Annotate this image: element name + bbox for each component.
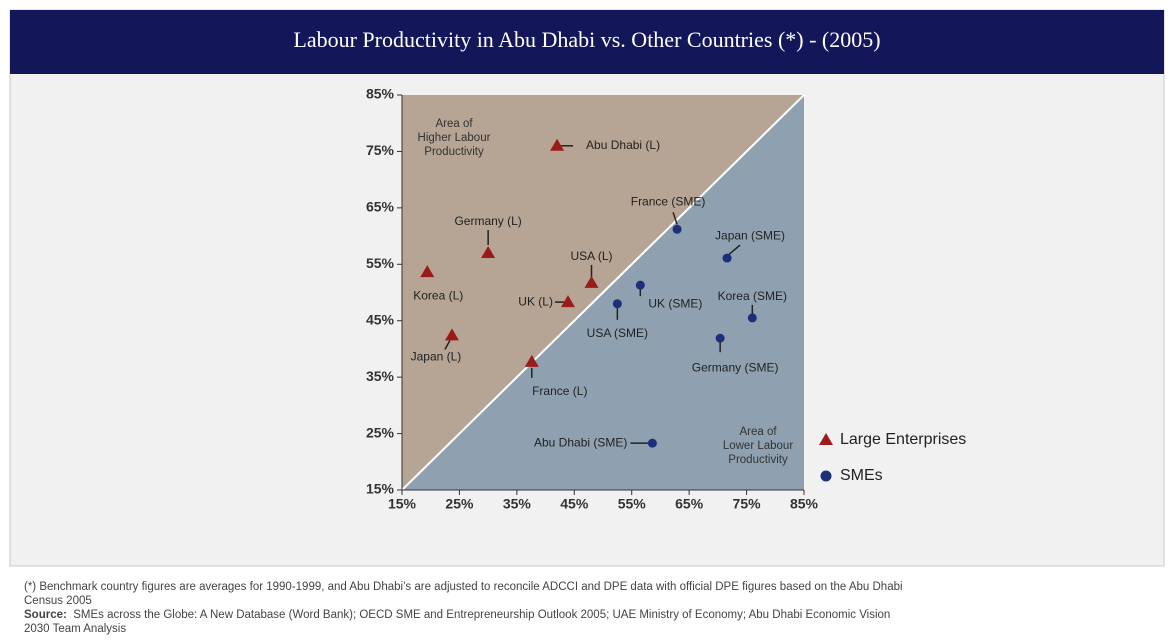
y-tick-label: 45% [366, 311, 395, 327]
point-label: UK (SME) [648, 296, 702, 310]
y-tick-label: 15% [366, 481, 395, 497]
point-label: Abu Dhabi (L) [586, 138, 660, 152]
point [524, 354, 539, 367]
point [612, 299, 622, 309]
notes: (*) Benchmark country figures are averag… [24, 580, 904, 636]
point [722, 253, 732, 263]
footnote: (*) Benchmark country figures are averag… [24, 581, 903, 607]
leader-line [672, 212, 678, 225]
point-label: Abu Dhabi (SME) [534, 435, 627, 449]
y-tick-label: 55% [366, 255, 395, 271]
upper-annotation: Productivity [424, 146, 484, 158]
point [444, 328, 459, 341]
source-label: Source: [24, 609, 67, 621]
point [715, 333, 725, 343]
point [584, 275, 599, 288]
point-label: Japan (L) [411, 350, 462, 364]
legend-label: SMEs [840, 467, 883, 484]
lower-annotation: Productivity [728, 454, 788, 466]
x-tick-label: 45% [560, 496, 589, 512]
point [560, 295, 575, 308]
lower-annotation: Lower Labour [723, 440, 793, 452]
lower-annotation: Area of [739, 426, 777, 438]
y-tick-label: 85% [366, 86, 395, 102]
point [550, 138, 565, 151]
point [672, 224, 682, 234]
x-tick-label: 85% [790, 496, 819, 512]
x-tick-label: 35% [503, 496, 532, 512]
point [635, 280, 645, 290]
point-label: France (L) [532, 384, 587, 398]
point [747, 313, 757, 323]
x-tick-label: 65% [675, 496, 704, 512]
x-tick-label: 75% [733, 496, 762, 512]
source: Source: SMEs across the Globe: A New Dat… [24, 608, 904, 636]
point-label: Korea (L) [413, 288, 463, 302]
point-label: Germany (SME) [692, 360, 779, 374]
upper-annotation: Higher Labour [418, 132, 491, 144]
chart: Labour Productivity in Abu Dhabi vs. Oth… [9, 9, 1165, 567]
point-label: Korea (SME) [718, 289, 787, 303]
y-tick-label: 25% [366, 424, 395, 440]
point [647, 438, 657, 448]
x-tick-label: 15% [388, 496, 417, 512]
source-text: SMEs across the Globe: A New Database (W… [24, 609, 891, 635]
point [481, 246, 496, 258]
legend-marker [820, 470, 832, 482]
point-label: France (SME) [631, 194, 706, 208]
header-band [10, 10, 1164, 74]
y-tick-label: 35% [366, 368, 395, 384]
x-tick-label: 25% [445, 496, 474, 512]
upper-annotation: Area of [435, 118, 473, 130]
point-label: UK (L) [518, 294, 553, 308]
point [420, 265, 435, 278]
leader-line [444, 340, 451, 350]
point-label: USA (SME) [587, 326, 648, 340]
y-tick-label: 65% [366, 199, 395, 215]
parity-line [401, 94, 805, 491]
x-tick-label: 55% [618, 496, 647, 512]
chart-title: Labour Productivity in Abu Dhabi vs. Oth… [293, 27, 880, 52]
y-tick-label: 75% [366, 142, 395, 158]
point-label: Germany (L) [454, 214, 521, 228]
legend-label: Large Enterprises [840, 431, 966, 448]
point-label: Japan (SME) [715, 228, 785, 242]
legend-marker [819, 433, 833, 445]
point-label: USA (L) [571, 249, 613, 263]
